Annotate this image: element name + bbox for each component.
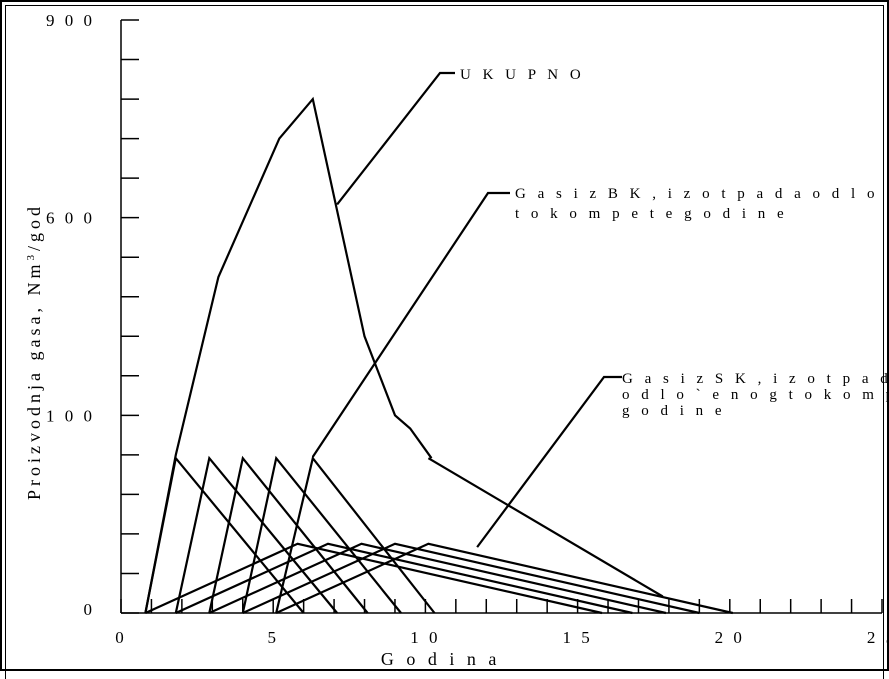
series-line [242,542,700,615]
axes [120,20,882,614]
series-line [208,455,369,614]
labels: 0 1 0 0 6 0 0 9 0 0 0 5 1 0 1 5 2 0 2 5 G o d i n … [24,11,889,669]
x-tick-label: 0 [115,628,127,647]
series-line [144,542,603,615]
series-total-line [144,96,433,614]
y-axis-title-sup: 3 [25,251,37,261]
x-tick-label: 5 [267,628,279,647]
x-tick-label: 1 0 [410,628,440,647]
y-axis-title-main: Proizvodnja gasa, Nm [24,261,44,500]
series-group [144,96,734,615]
annotation-label: o d l o ` e n o g t o k o m p e t e [622,387,889,403]
series-line [275,455,436,614]
annotation-leaders [311,71,622,548]
y-tick-label: 9 0 0 [46,11,95,30]
annotation-leader-line [336,71,455,206]
chart-inner-border [5,5,884,679]
annotation-leader-line [476,375,622,548]
series-line [174,455,338,614]
ticks [120,19,883,614]
annotation-label: U K U P N O [460,67,585,83]
annotation-label: g o d i n e [622,403,726,419]
annotation-label: t o k o m p e t e g o d i n e [515,206,788,222]
series-line [427,457,664,598]
series-line [175,542,633,615]
y-axis-title: Proizvodnja gasa, Nm3/god [24,203,44,500]
y-axis-title-suffix: /god [24,203,44,251]
x-tick-label: 2 5 [867,628,889,647]
y-tick-label: 1 0 0 [46,406,95,425]
y-tick-label: 6 0 0 [46,209,95,228]
x-tick-label: 1 5 [562,628,592,647]
annotation-leader-line [311,191,510,458]
series-line [275,542,734,615]
annotation-label: G a s i z S K , i z o t p a d a [622,371,889,387]
series-line [208,542,667,615]
x-axis-title: G o d i n a [381,649,501,669]
x-tick-label: 2 0 [715,628,745,647]
annotation-label: G a s i z B K , i z o t p a d a o d l o … [515,186,889,202]
y-tick-label: 0 [84,600,96,619]
series-line [241,455,402,614]
